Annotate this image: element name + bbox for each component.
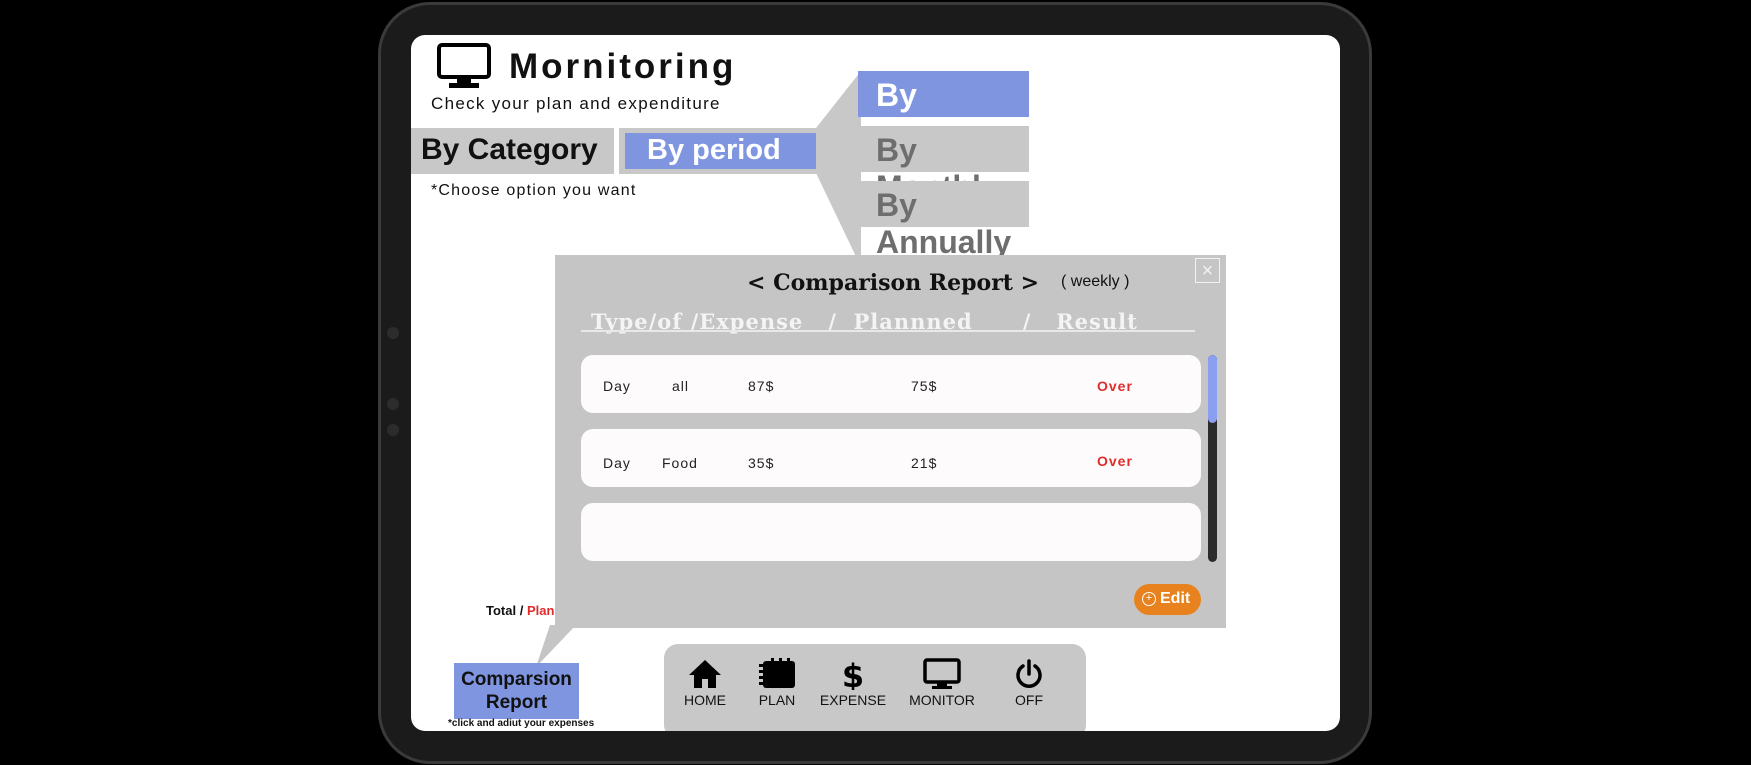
monitor-icon xyxy=(437,43,491,88)
option-by-annually[interactable]: By Annually xyxy=(858,181,1029,260)
side-button xyxy=(387,398,399,410)
report-note: *click and adiut your expenses xyxy=(448,718,595,729)
total-prefix: Total / xyxy=(486,603,527,618)
tab-label: By period xyxy=(647,134,781,166)
nav-label: PLAN xyxy=(758,692,796,708)
nav-monitor[interactable]: MONITOR xyxy=(907,658,977,708)
option-hint: *Choose option you want xyxy=(431,182,637,199)
nav-label: MONITOR xyxy=(909,692,975,708)
table-row-empty[interactable] xyxy=(581,503,1201,561)
dollar-icon: $ xyxy=(842,658,864,690)
edit-label: Edit xyxy=(1160,590,1191,607)
total-plan: Plan xyxy=(526,603,555,618)
close-icon[interactable]: × xyxy=(1195,258,1220,283)
cell-expense: 87$ xyxy=(748,378,775,394)
option-label: By Annually xyxy=(876,187,1012,260)
options-connector xyxy=(816,71,861,267)
svg-text:$: $ xyxy=(842,658,864,690)
cell-period: Day xyxy=(603,378,631,394)
side-button xyxy=(387,424,399,436)
home-icon xyxy=(689,660,721,688)
tab-by-period[interactable]: By period xyxy=(625,133,819,169)
plus-circle-icon: + xyxy=(1142,592,1156,606)
screen: Mornitoring Check your plan and expendit… xyxy=(411,35,1340,731)
header-divider xyxy=(581,330,1195,332)
power-icon xyxy=(1016,659,1042,688)
page-title: Mornitoring xyxy=(509,47,737,86)
comparison-report-button[interactable]: Comparsion Report xyxy=(454,663,579,719)
nav-label: EXPENSE xyxy=(819,692,887,708)
scrollbar-track[interactable] xyxy=(1208,355,1217,562)
cell-planned: 21$ xyxy=(911,455,938,471)
popup-period: ( weekly ) xyxy=(1061,273,1130,290)
scrollbar-thumb[interactable] xyxy=(1208,355,1217,423)
total-label: Total / Plan xyxy=(486,603,554,618)
nav-label: HOME xyxy=(684,692,726,708)
column-header: Type/of /Expense / Plannned / Result xyxy=(591,309,1138,334)
cell-type: Food xyxy=(662,455,698,471)
cell-expense: 35$ xyxy=(748,455,775,471)
comparison-report-popup: × < Comparison Report > ( weekly ) Type/… xyxy=(555,255,1226,628)
option-by-monthly[interactable]: By Monthly xyxy=(858,126,1029,205)
tab-by-category[interactable]: By Category xyxy=(411,128,614,174)
nav-expense[interactable]: $ EXPENSE xyxy=(818,658,888,708)
monitor-icon xyxy=(923,658,961,689)
report-button-label: Comparsion Report xyxy=(461,669,572,713)
cell-period: Day xyxy=(603,455,631,471)
nav-off[interactable]: OFF xyxy=(994,658,1064,708)
page-subtitle: Check your plan and expenditure xyxy=(431,94,721,113)
nav-label: OFF xyxy=(1015,692,1043,708)
nav-home[interactable]: HOME xyxy=(670,658,740,708)
bottom-nav: HOME PLAN $ EXPENSE MONITOR xyxy=(664,644,1086,731)
popup-title: < Comparison Report > xyxy=(747,270,1040,296)
tab-label: By Category xyxy=(421,133,598,166)
cell-result: Over xyxy=(1097,378,1133,394)
popup-pointer xyxy=(536,625,576,667)
cell-result: Over xyxy=(1097,453,1133,469)
edit-button[interactable]: + Edit xyxy=(1134,584,1201,615)
table-row[interactable]: Day Food 35$ 21$ Over xyxy=(581,429,1201,487)
side-button xyxy=(387,327,399,339)
option-by-weekly[interactable]: By Weekly xyxy=(858,71,1029,150)
notebook-icon xyxy=(759,658,795,688)
cell-planned: 75$ xyxy=(911,378,938,394)
nav-plan[interactable]: PLAN xyxy=(742,658,812,708)
table-row[interactable]: Day all 87$ 75$ Over xyxy=(581,355,1201,413)
cell-type: all xyxy=(672,378,690,394)
